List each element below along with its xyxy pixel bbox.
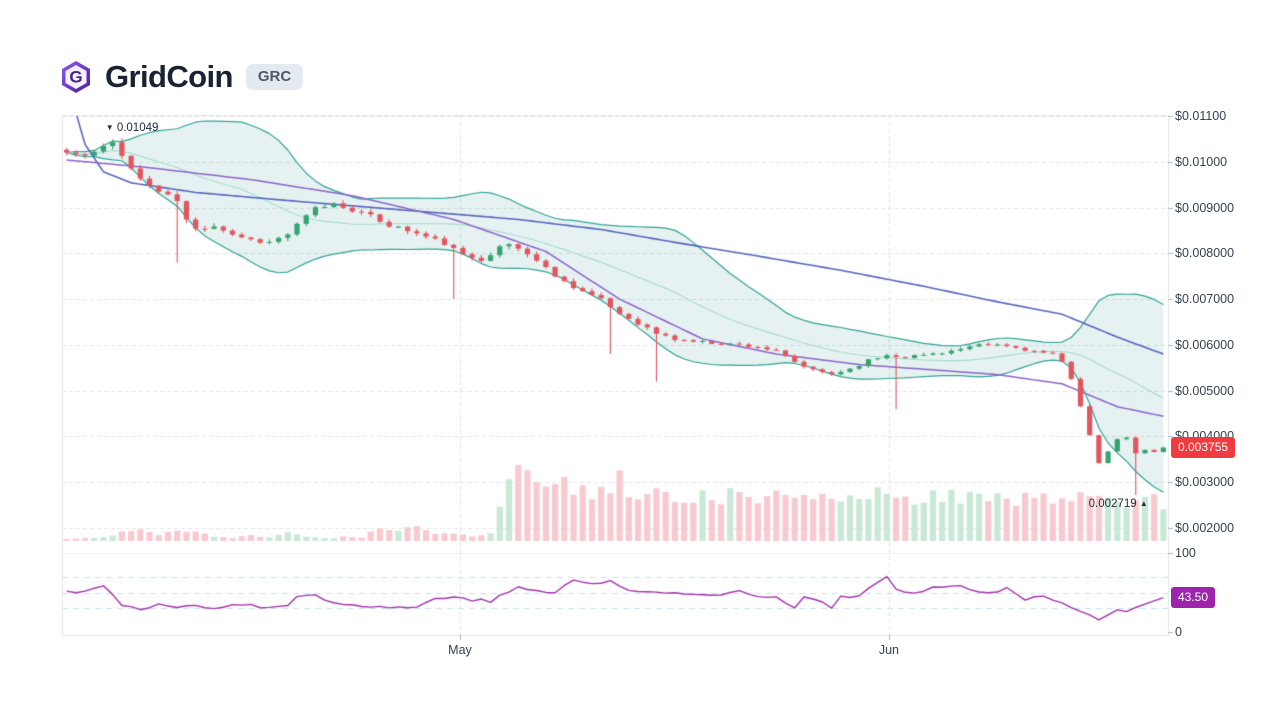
gridcoin-logo-icon: G — [62, 61, 90, 93]
y-axis-price-label: $0.009000 — [1175, 200, 1235, 215]
logo-letter: G — [69, 68, 82, 87]
period-low-value: 0.002719 — [1088, 498, 1137, 511]
up-triangle-icon: ▲ — [1139, 499, 1148, 509]
period-low-annotation: 0.002719 ▲ — [1089, 498, 1148, 510]
down-triangle-icon: ▼ — [105, 123, 114, 133]
rsi-value-badge: 43.50 — [1171, 586, 1216, 608]
y-axis-price-label: $0.008000 — [1175, 246, 1235, 261]
coin-header: G GridCoin GRC — [60, 59, 304, 95]
period-high-value: 0.01049 — [116, 122, 159, 135]
y-axis-price-label: $0.002000 — [1175, 521, 1235, 535]
y-axis-price-label: $0.006000 — [1175, 337, 1235, 352]
rsi-axis-label: 100 — [1175, 546, 1196, 560]
y-axis-price-label: $0.005000 — [1175, 383, 1235, 398]
period-high-annotation: ▼ 0.01049 — [106, 122, 159, 134]
y-axis-price-label: $0.01000 — [1175, 154, 1228, 169]
y-axis-price-label: $0.003000 — [1175, 475, 1235, 490]
last-price-badge: 0.003755 — [1171, 436, 1236, 458]
rsi-axis-label: 0 — [1175, 625, 1182, 639]
y-axis-price-label: $0.01100 — [1175, 109, 1227, 123]
x-axis-month-label: May — [448, 643, 472, 657]
coin-title: GridCoin — [105, 59, 233, 94]
x-axis-month-label: Jun — [878, 643, 899, 657]
y-axis-price-label: $0.007000 — [1175, 292, 1235, 307]
coin-ticker-badge: GRC — [245, 64, 304, 90]
